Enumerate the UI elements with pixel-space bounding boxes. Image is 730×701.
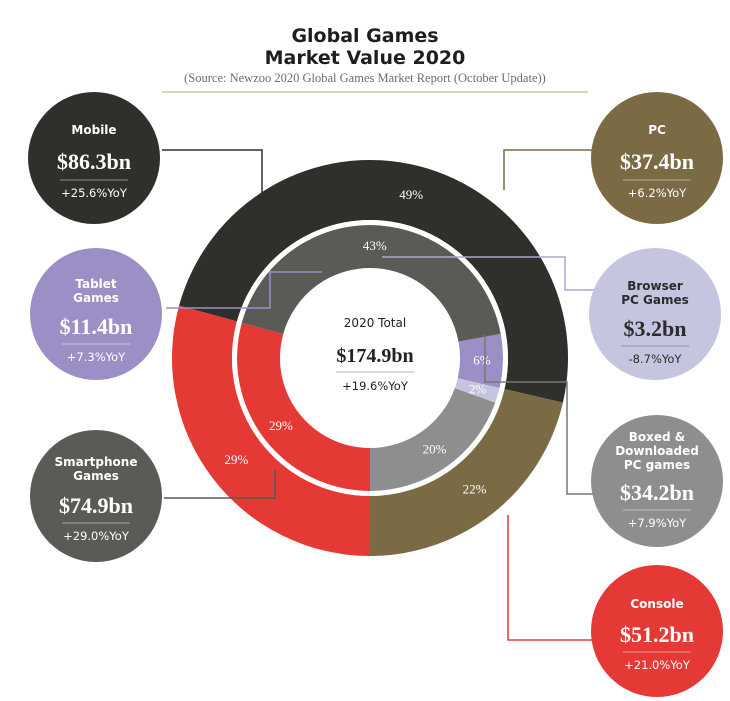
bubble-smartphone: Smartphone Games $74.9bn +29.0%YoY xyxy=(30,430,162,562)
svg-text:Downloaded: Downloaded xyxy=(615,444,699,458)
inner-ring-pct-smartphone-games: 43% xyxy=(363,238,387,253)
mobile-name: Mobile xyxy=(71,123,116,137)
smartphone-value: $74.9bn xyxy=(59,493,133,518)
inner-ring-slice-smartphone-games xyxy=(241,225,501,342)
browser-yoy: -8.7%YoY xyxy=(629,352,683,366)
bubble-boxed: Boxed & Downloaded PC games $34.2bn +7.9… xyxy=(591,415,723,547)
svg-text:Games: Games xyxy=(73,469,119,483)
bubble-mobile: Mobile $86.3bn +25.6%YoY xyxy=(28,92,160,224)
inner-ring xyxy=(232,220,508,496)
tablet-value: $11.4bn xyxy=(60,314,133,339)
connector-tablet xyxy=(166,271,322,309)
svg-text:PC Games: PC Games xyxy=(621,293,689,307)
pc-name: PC xyxy=(648,123,666,137)
console-yoy: +21.0%YoY xyxy=(624,658,691,672)
center-total-yoy: +19.6%YoY xyxy=(342,379,409,393)
svg-text:Tablet: Tablet xyxy=(75,277,117,291)
chart-title-line2: Market Value 2020 xyxy=(265,47,466,69)
console-name: Console xyxy=(630,597,683,611)
inner-ring-pct-tablet-games: 6% xyxy=(473,353,491,368)
inner-ring-pct-browser-pc-games: 2% xyxy=(469,381,487,396)
connector-lines xyxy=(162,149,596,641)
bubble-browser: Browser PC Games $3.2bn -8.7%YoY xyxy=(589,248,721,380)
connector-console xyxy=(507,515,594,641)
svg-text:Games: Games xyxy=(73,291,119,305)
connector-browser xyxy=(382,256,594,291)
connector-boxed xyxy=(484,335,594,495)
inner-ring-slice-boxed-downloaded-pc-games xyxy=(370,388,496,491)
connector-mobile xyxy=(162,149,263,198)
center-total-label: 2020 Total xyxy=(344,316,406,330)
outer-ring-pct-mobile: 49% xyxy=(399,187,423,202)
outer-ring-pct-pc: 22% xyxy=(463,481,487,496)
smartphone-yoy: +29.0%YoY xyxy=(63,529,130,543)
percent-labels: 29% 49% 22% 29% 43% 6% 2% 20% xyxy=(224,187,490,496)
svg-text:Smartphone: Smartphone xyxy=(55,455,138,469)
browser-value: $3.2bn xyxy=(624,316,687,341)
console-value: $51.2bn xyxy=(620,622,694,647)
outer-ring-slice-console xyxy=(171,305,370,556)
inner-ring-pct-boxed-downloaded-pc-games: 20% xyxy=(423,442,447,457)
svg-text:Browser: Browser xyxy=(627,279,683,293)
inner-ring-slice-console xyxy=(237,322,370,491)
bubble-console: Console $51.2bn +21.0%YoY xyxy=(591,565,723,697)
tablet-yoy: +7.3%YoY xyxy=(67,350,126,364)
boxed-yoy: +7.9%YoY xyxy=(628,516,687,530)
svg-text:PC games: PC games xyxy=(624,458,690,472)
boxed-value: $34.2bn xyxy=(620,480,694,505)
chart-source: (Source: Newzoo 2020 Global Games Market… xyxy=(184,71,546,85)
bubble-tablet: Tablet Games $11.4bn +7.3%YoY xyxy=(30,248,162,380)
outer-ring-slice-mobile xyxy=(179,159,569,403)
inner-ring-pct-console: 29% xyxy=(269,418,293,433)
bubble-pc: PC $37.4bn +6.2%YoY xyxy=(591,92,723,224)
pc-value: $37.4bn xyxy=(620,149,694,174)
chart-title-line1: Global Games xyxy=(291,25,438,47)
ring-separator xyxy=(232,220,508,496)
outer-ring-pct-console: 29% xyxy=(224,452,248,467)
mobile-yoy: +25.6%YoY xyxy=(61,186,128,200)
inner-ring-slice-tablet-games xyxy=(457,333,503,388)
connector-pc xyxy=(503,149,596,190)
center-total-value: $174.9bn xyxy=(336,345,413,367)
mobile-value: $86.3bn xyxy=(57,149,131,174)
outer-ring xyxy=(171,159,569,556)
svg-text:Boxed &: Boxed & xyxy=(629,430,686,444)
inner-ring-slice-browser-pc-games xyxy=(454,378,500,403)
connector-smartphone xyxy=(164,470,276,499)
pc-yoy: +6.2%YoY xyxy=(628,186,687,200)
outer-ring-slice-pc xyxy=(370,389,563,556)
